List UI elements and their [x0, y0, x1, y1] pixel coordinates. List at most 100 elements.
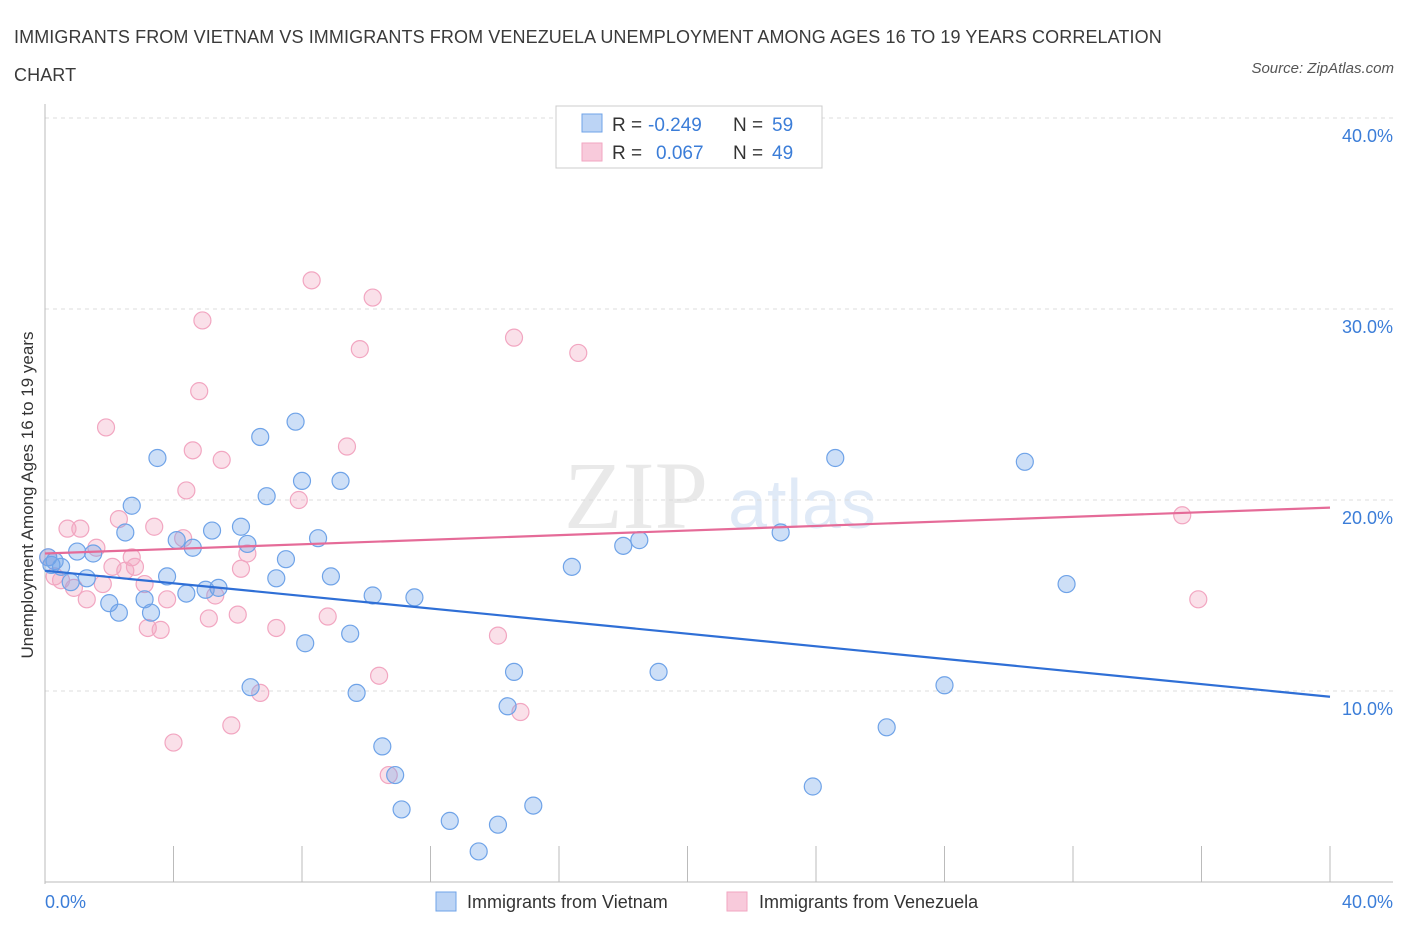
- point-vietnam: [504, 662, 524, 682]
- point-venezuela: [363, 288, 382, 307]
- point-venezuela: [212, 450, 231, 469]
- legend-r-value-1: -0.249: [648, 115, 702, 136]
- point-vietnam: [296, 634, 315, 653]
- x-tick-label-min: 0.0%: [45, 892, 86, 912]
- point-venezuela: [64, 578, 84, 597]
- watermark-atlas: atlas: [728, 465, 876, 543]
- point-venezuela: [267, 618, 286, 638]
- y-tick-label-10: 10.0%: [1342, 699, 1393, 719]
- point-venezuela: [77, 590, 96, 609]
- point-venezuela: [370, 666, 389, 685]
- point-venezuela: [1189, 590, 1208, 609]
- legend-swatch-vietnam: [581, 113, 603, 133]
- point-vietnam: [157, 567, 177, 586]
- point-vietnam: [141, 603, 161, 622]
- point-vietnam: [202, 521, 222, 540]
- point-vietnam: [84, 544, 103, 563]
- gridlines: [45, 117, 1393, 692]
- point-venezuela: [122, 548, 141, 567]
- legend-r-label-1: R =: [612, 115, 642, 136]
- correlation-legend: R = -0.249 N = 59 R = 0.067 N = 49: [555, 105, 823, 169]
- point-vietnam: [826, 448, 845, 468]
- point-venezuela: [318, 607, 337, 626]
- chart-title: IMMIGRANTS FROM VIETNAM VS IMMIGRANTS FR…: [14, 27, 1162, 85]
- point-vietnam: [341, 624, 360, 643]
- point-venezuela: [350, 340, 369, 359]
- point-vietnam: [321, 567, 341, 586]
- point-vietnam: [440, 811, 459, 830]
- point-vietnam: [630, 531, 649, 550]
- point-venezuela: [302, 271, 321, 290]
- point-vietnam: [935, 676, 954, 695]
- point-vietnam: [122, 496, 141, 515]
- point-vietnam: [803, 777, 822, 796]
- legend-n-label-1: N =: [733, 115, 763, 136]
- point-venezuela: [199, 609, 218, 628]
- point-vietnam: [308, 529, 328, 548]
- point-venezuela: [177, 481, 196, 500]
- point-venezuela: [93, 574, 112, 594]
- point-venezuela: [135, 574, 154, 594]
- y-tick-label-20: 20.0%: [1342, 508, 1393, 528]
- series-venezuela-points: [39, 271, 1208, 785]
- point-vietnam: [498, 697, 517, 716]
- x-tick-label-max: 40.0%: [1342, 892, 1393, 912]
- point-vietnam: [292, 471, 312, 490]
- point-vietnam: [241, 678, 260, 697]
- point-venezuela: [337, 437, 357, 456]
- bottom-legend: Immigrants from Vietnam Immigrants from …: [435, 891, 979, 912]
- point-vietnam: [177, 584, 196, 603]
- point-venezuela: [58, 519, 77, 538]
- legend-n-value-1: 59: [772, 115, 793, 136]
- point-vietnam: [373, 737, 392, 756]
- point-vietnam: [109, 603, 128, 622]
- point-vietnam: [363, 586, 382, 605]
- y-axis-tick-labels: 10.0% 20.0% 30.0% 40.0%: [1342, 126, 1393, 719]
- legend-n-label-2: N =: [733, 143, 763, 164]
- trend-line-venezuela: [44, 506, 1331, 555]
- point-vietnam: [392, 800, 411, 819]
- point-vietnam: [1015, 452, 1034, 471]
- point-venezuela: [145, 517, 164, 536]
- point-vietnam: [231, 517, 251, 536]
- point-vietnam: [42, 555, 61, 575]
- point-vietnam: [251, 427, 270, 447]
- point-venezuela: [251, 683, 270, 703]
- point-venezuela: [289, 490, 308, 510]
- point-venezuela: [157, 590, 177, 609]
- point-vietnam: [331, 471, 350, 490]
- point-vietnam: [488, 815, 508, 834]
- point-venezuela: [164, 733, 183, 752]
- point-vietnam: [614, 536, 633, 555]
- point-venezuela: [183, 441, 202, 460]
- bottom-legend-label-venezuela: Immigrants from Venezuela: [759, 892, 979, 912]
- point-vietnam: [167, 531, 186, 550]
- point-venezuela: [151, 620, 170, 639]
- bottom-legend-swatch-vietnam: [435, 891, 457, 912]
- point-venezuela: [228, 605, 247, 624]
- point-vietnam: [116, 523, 135, 542]
- point-venezuela: [193, 311, 212, 330]
- point-venezuela: [71, 519, 90, 538]
- point-venezuela: [569, 343, 588, 363]
- x-axis-ticks: [44, 846, 1331, 882]
- point-vietnam: [77, 569, 96, 588]
- bottom-legend-swatch-venezuela: [726, 891, 748, 912]
- point-vietnam: [61, 573, 80, 592]
- legend-swatch-venezuela: [581, 142, 603, 162]
- legend-n-value-2: 49: [772, 143, 793, 164]
- point-venezuela: [96, 418, 116, 437]
- point-vietnam: [347, 683, 366, 703]
- trend-lines: [44, 506, 1331, 698]
- watermark: ZIP atlas: [564, 442, 876, 549]
- point-venezuela: [379, 765, 398, 785]
- point-venezuela: [222, 716, 241, 735]
- point-venezuela: [125, 557, 145, 576]
- point-vietnam: [469, 842, 488, 861]
- point-vietnam: [405, 588, 424, 607]
- point-venezuela: [488, 626, 508, 645]
- y-tick-label-30: 30.0%: [1342, 317, 1393, 337]
- point-vietnam: [238, 534, 257, 554]
- point-venezuela: [1173, 506, 1192, 525]
